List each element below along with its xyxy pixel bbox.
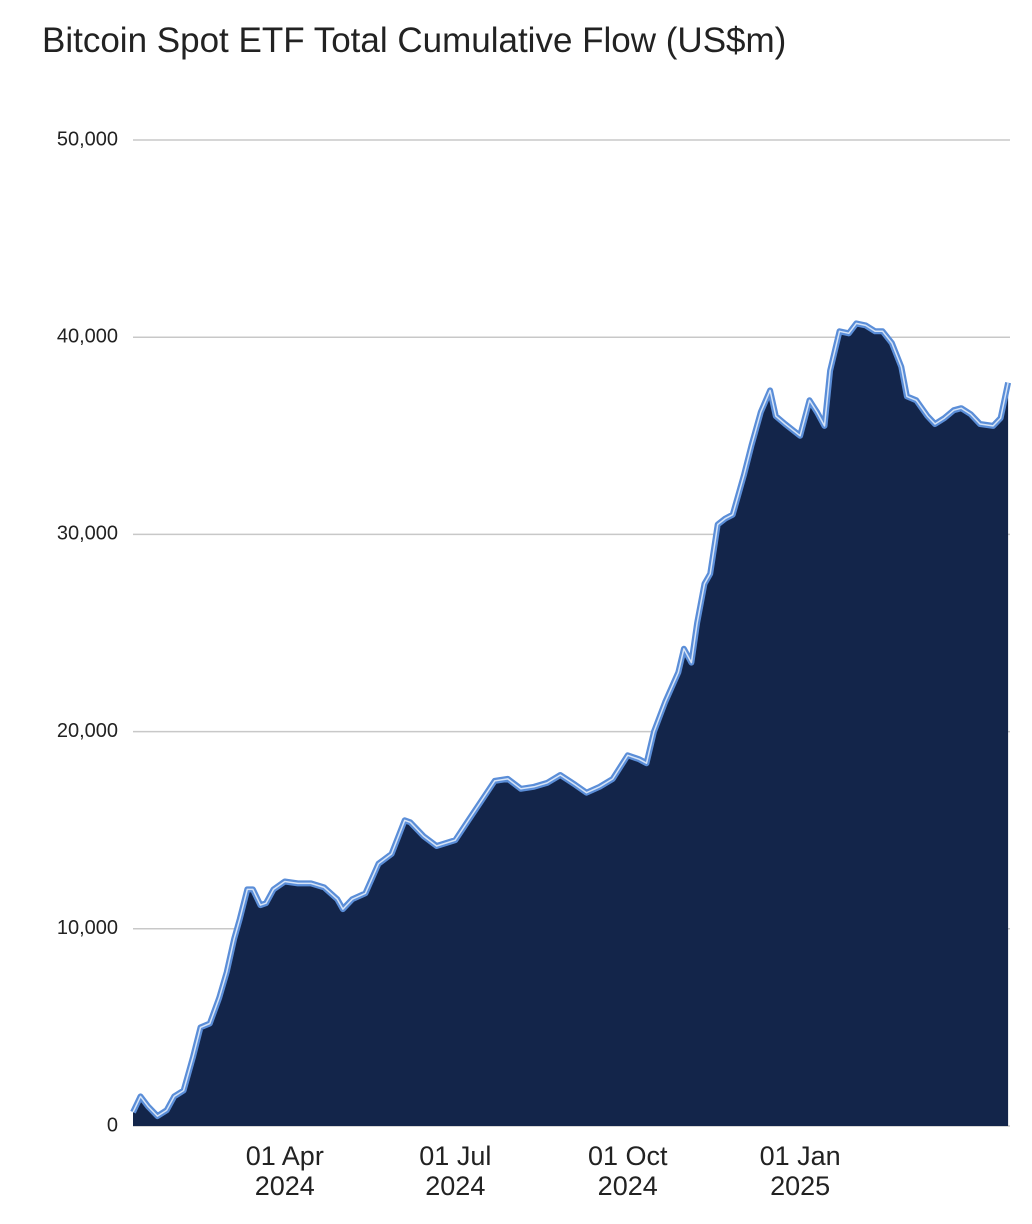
x-tick-label-line: 2024 <box>598 1171 658 1201</box>
y-tick-label: 20,000 <box>57 720 118 742</box>
chart-title: Bitcoin Spot ETF Total Cumulative Flow (… <box>42 21 786 60</box>
x-tick-label: 01 Jul 2024 <box>419 1141 491 1201</box>
x-tick-label-line: 01 Jan <box>760 1141 841 1171</box>
x-tick-label-line: 01 Apr <box>246 1141 324 1171</box>
y-tick-label: 30,000 <box>57 523 118 545</box>
y-tick-label: 0 <box>107 1114 118 1136</box>
y-tick-label: 40,000 <box>57 325 118 347</box>
x-tick-label-line: 2025 <box>770 1171 830 1201</box>
x-tick-label-line: 2024 <box>425 1171 485 1201</box>
x-tick-label-line: 2024 <box>255 1171 315 1201</box>
x-tick-label-line: 01 Oct <box>588 1141 668 1171</box>
x-tick-label: 01 Oct 2024 <box>588 1141 668 1201</box>
x-tick-label: 01 Apr 2024 <box>246 1141 324 1201</box>
area <box>133 323 1009 1126</box>
y-tick-label: 10,000 <box>57 917 118 939</box>
x-tick-label: 01 Jan 2025 <box>760 1141 841 1201</box>
area-line-highlight <box>132 322 1009 1117</box>
y-tick-label: 50,000 <box>57 128 118 150</box>
x-tick-label-line: 01 Jul <box>419 1141 491 1171</box>
